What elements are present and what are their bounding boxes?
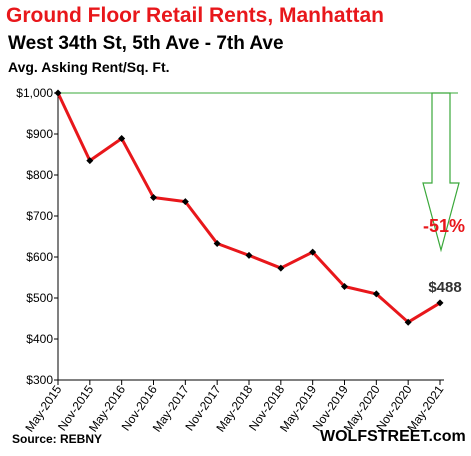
y-tick-label: $800 (26, 168, 53, 182)
change-arrow (58, 92, 460, 253)
y-tick-label: $700 (26, 209, 53, 223)
y-tick-label: $500 (26, 291, 53, 305)
y-tick-label: $400 (26, 332, 53, 346)
change-percent-label: -51% (423, 216, 465, 236)
series-line (56, 92, 441, 324)
change-arrow-shape (422, 92, 460, 253)
y-tick-label: $600 (26, 250, 53, 264)
y-tick-label: $300 (26, 373, 53, 387)
data-point (181, 198, 189, 206)
data-point (404, 318, 412, 326)
data-point (213, 239, 221, 247)
annotation-labels: $488 -51% (423, 216, 465, 296)
data-point (341, 283, 348, 291)
data-point (54, 89, 62, 97)
data-point (372, 290, 380, 298)
data-point (118, 135, 126, 143)
axes (57, 93, 444, 381)
data-point (277, 264, 285, 272)
data-point (309, 248, 317, 256)
y-tick-label: $1,000 (16, 86, 53, 100)
data-point (86, 157, 94, 165)
data-point (150, 194, 157, 202)
last-value-label: $488 (428, 279, 461, 296)
y-tick-label: $900 (26, 127, 53, 141)
chart-subtitle: West 34th St, 5th Ave - 7th Ave (8, 33, 284, 54)
series-path (56, 92, 441, 324)
x-axis-ticks: May-2015Nov-2015May-2016Nov-2016May-2017… (22, 380, 447, 434)
source-note: Source: REBNY (12, 432, 103, 446)
data-points (54, 89, 444, 326)
chart-title: Ground Floor Retail Rents, Manhattan (6, 4, 385, 27)
data-point (436, 299, 444, 307)
brand-label: WOLFSTREET.com (320, 428, 466, 445)
y-axis-description: Avg. Asking Rent/Sq. Ft. (8, 59, 170, 75)
data-point (245, 251, 253, 259)
y-axis-ticks: $300 $400 $500 $600 $700 $800 $900 $1,000 (16, 86, 58, 387)
